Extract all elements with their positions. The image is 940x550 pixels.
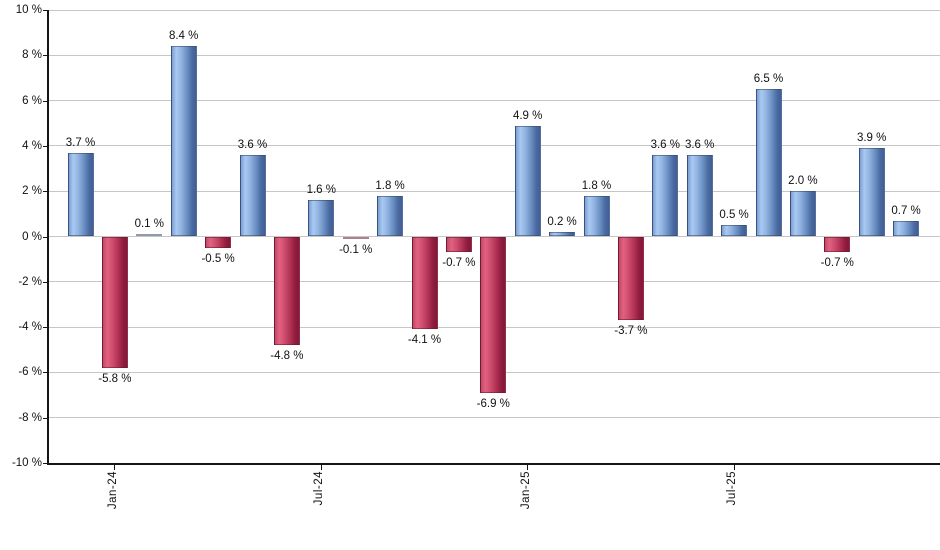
y-axis-tick (43, 55, 47, 57)
bar-value-label: 3.9 % (856, 132, 887, 145)
bar-value-label: -4.8 % (270, 350, 304, 363)
y-axis-tick (43, 281, 47, 283)
bar-value-label: -3.7 % (614, 325, 648, 338)
bar-Sep-24 (377, 195, 404, 237)
bar-Jan-24 (101, 236, 128, 368)
y-axis-tick (43, 145, 47, 147)
y-axis-tick (43, 372, 47, 374)
x-axis-tick-label-Jul-25: Jul-25 (726, 471, 739, 506)
bar-value-label: 6.5 % (753, 73, 784, 86)
gridline-2 (49, 190, 940, 192)
bar-value-label: 1.8 % (581, 179, 612, 192)
bar-Feb-24 (136, 234, 163, 237)
bar-value-label: 3.7 % (65, 136, 96, 149)
y-axis-tick (43, 191, 47, 193)
y-axis-tick (43, 100, 47, 102)
bar-value-label: 3.6 % (650, 138, 680, 151)
x-axis-tick (527, 465, 529, 470)
plot-area: 3.7 % -5.8 % 0.1 % 8.4 % -0.5 % 3.6 % -4.8 % 1.… (47, 9, 940, 465)
bar-Apr-24 (205, 236, 232, 248)
bar-value-label: -0.7 % (820, 257, 854, 270)
gridline-6 (49, 100, 940, 102)
bar-value-label: 1.8 % (375, 179, 405, 192)
bar-value-label: -0.5 % (201, 252, 235, 265)
bar-Oct-24 (411, 236, 438, 330)
y-axis-tick-label: 10 % (15, 4, 42, 16)
bar-value-label: 0.1 % (134, 218, 164, 231)
y-axis-tick (43, 236, 47, 238)
bar-Jan-25 (514, 125, 541, 237)
bar-value-label: 0.2 % (547, 215, 577, 228)
x-axis-tick (114, 465, 116, 470)
bar-May-24 (239, 154, 266, 237)
bar-Sep-25 (789, 191, 816, 237)
bar-value-label: -0.1 % (339, 243, 373, 256)
bar-Jul-24 (308, 200, 335, 237)
bar-value-label: 1.6 % (306, 184, 336, 197)
bar-value-label: 8.4 % (168, 30, 199, 43)
bar-value-label: 4.9 % (512, 109, 543, 122)
y-axis-tick-label: 6 % (22, 94, 42, 107)
y-axis-tick-label: 0 % (22, 230, 42, 243)
bar-value-label: 0.7 % (891, 204, 921, 217)
bar-Dec-25 (893, 220, 920, 237)
y-axis-tick-label: -4 % (18, 321, 42, 334)
bar-Nov-25 (858, 148, 885, 237)
bar-Aug-24 (342, 236, 369, 239)
bar-value-label: 3.6 % (684, 138, 715, 151)
bar-value-label: -5.8 % (98, 372, 132, 385)
x-axis-tick (320, 465, 322, 470)
y-axis-tick-label: 2 % (22, 185, 42, 198)
bar-value-label: 2.0 % (788, 175, 818, 188)
gridline-8 (49, 54, 940, 56)
y-axis-tick (43, 10, 47, 11)
bar-value-label: -4.1 % (407, 334, 442, 347)
x-axis-tick (733, 465, 735, 470)
y-axis-tick-label: 8 % (22, 49, 42, 62)
bar-Jun-25 (686, 154, 713, 237)
y-axis-tick (43, 417, 47, 419)
bar-Oct-25 (824, 236, 851, 253)
y-axis-tick-label: -10 % (11, 457, 42, 469)
x-axis-tick-label-Jan-25: Jan-25 (519, 471, 532, 510)
x-axis-tick-label-Jan-24: Jan-24 (106, 471, 119, 510)
bar-Jun-24 (273, 236, 300, 346)
bar-Dec-23 (67, 152, 94, 237)
bar-Nov-24 (445, 236, 472, 253)
bar-Mar-25 (583, 195, 610, 237)
y-axis-tick-label: -8 % (18, 411, 42, 424)
gridline-10 (49, 9, 940, 11)
bar-May-25 (652, 154, 679, 237)
gridline-4 (49, 145, 940, 147)
bar-Mar-24 (170, 46, 197, 237)
gridline--8 (49, 417, 940, 419)
bar-Dec-24 (480, 236, 507, 393)
y-axis-tick-label: 4 % (22, 139, 42, 152)
bar-value-label: 0.5 % (719, 209, 749, 222)
bar-value-label: -0.7 % (442, 257, 476, 270)
y-axis-tick-label: -6 % (18, 366, 42, 379)
y-axis-tick (43, 463, 47, 464)
bar-Jul-25 (721, 225, 748, 237)
bar-value-label: -6.9 % (476, 397, 510, 410)
y-axis-tick-label: -2 % (18, 275, 42, 288)
bar-value-label: 3.6 % (237, 138, 268, 151)
y-axis-tick (43, 327, 47, 329)
bar-Apr-25 (617, 236, 644, 321)
bar-Aug-25 (755, 89, 782, 237)
bar-Feb-25 (549, 231, 576, 237)
x-axis-tick-label-Jul-24: Jul-24 (313, 471, 326, 506)
